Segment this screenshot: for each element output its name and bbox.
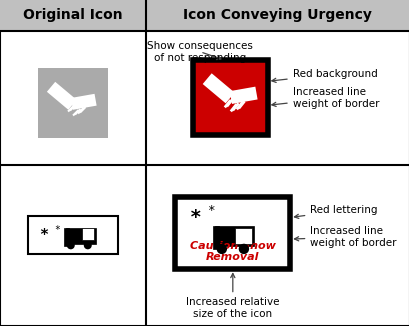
Bar	[215, 226, 254, 246]
Text: Show consequences
of not responding: Show consequences of not responding	[147, 41, 252, 63]
Text: Increased line
weight of border: Increased line weight of border	[294, 226, 396, 248]
Circle shape	[83, 241, 92, 249]
Bar	[212, 226, 219, 249]
Text: Red lettering: Red lettering	[294, 205, 377, 218]
Text: *: *	[39, 228, 48, 243]
Bar	[65, 228, 96, 244]
Bar	[0, 0, 409, 31]
Bar	[28, 216, 117, 254]
Text: Increased line
weight of border: Increased line weight of border	[271, 87, 378, 109]
Bar	[175, 197, 290, 269]
Text: Icon Conveying Urgency: Icon Conveying Urgency	[183, 8, 371, 22]
Bar	[192, 60, 267, 135]
Bar	[47, 82, 76, 110]
Text: Increased relative
size of the icon: Increased relative size of the icon	[186, 274, 279, 319]
Bar	[234, 228, 251, 244]
Bar	[202, 73, 234, 103]
Bar	[38, 68, 108, 138]
Text: Original Icon: Original Icon	[23, 8, 122, 22]
Text: *: *	[189, 208, 201, 227]
Circle shape	[67, 241, 74, 249]
Text: *: *	[206, 204, 213, 217]
Bar	[71, 94, 97, 110]
Circle shape	[238, 244, 249, 254]
Bar	[64, 228, 69, 246]
Text: Red background: Red background	[271, 69, 377, 82]
Bar	[81, 228, 94, 240]
Circle shape	[216, 244, 227, 254]
Text: Caution Snow
Removal: Caution Snow Removal	[189, 241, 275, 262]
Bar	[229, 87, 257, 104]
Text: *: *	[54, 225, 60, 235]
